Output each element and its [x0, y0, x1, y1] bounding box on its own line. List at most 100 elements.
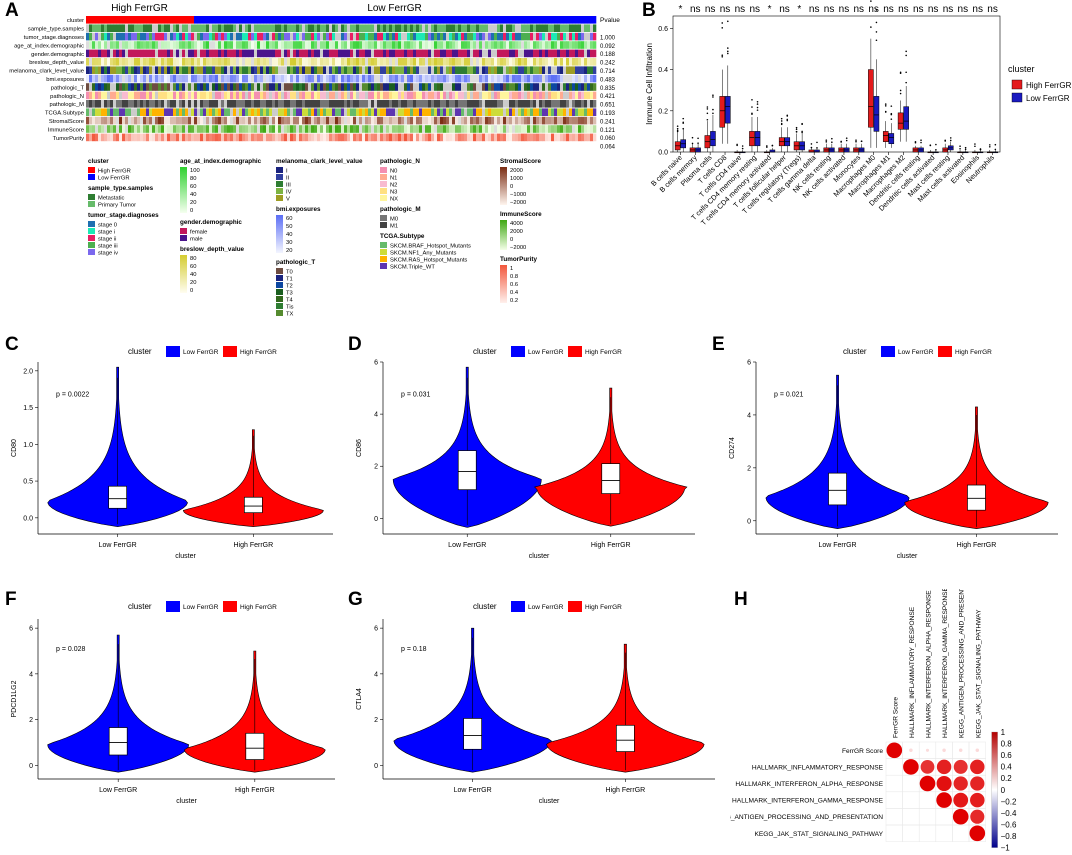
heatmap-cell — [116, 83, 120, 91]
heatmap-cell — [302, 41, 306, 49]
heatmap-cell — [155, 49, 159, 58]
heatmap-cell — [179, 74, 183, 83]
legend-tick: 1000 — [510, 176, 523, 182]
heatmap-cell — [272, 41, 276, 49]
heatmap-cell — [494, 91, 498, 100]
box-outlier — [875, 39, 878, 42]
heatmap-cell — [446, 108, 450, 116]
row-label: gender.demographic — [31, 52, 84, 58]
heatmap-cell — [254, 49, 258, 58]
heatmap-cell — [281, 100, 285, 108]
heatmap-cell — [506, 125, 510, 133]
heatmap-cell — [284, 133, 288, 142]
heatmap-cell — [347, 24, 351, 32]
box-outlier — [890, 118, 893, 120]
legend-title: pathologic_N — [380, 158, 420, 165]
heatmap-cell — [305, 49, 309, 58]
heatmap-cell — [149, 74, 153, 83]
heatmap-cell — [548, 24, 552, 32]
heatmap-chart: High FerrGR Low FerrGRPvalueclustersample… — [9, 3, 620, 318]
heatmap-cell — [488, 74, 492, 83]
heatmap-cell — [155, 116, 159, 125]
heatmap-cell — [512, 41, 516, 49]
legend-swatch-low — [166, 346, 180, 357]
row-pvalue: 0.188 — [600, 52, 616, 58]
heatmap-cell — [467, 125, 471, 133]
heatmap-cell — [575, 24, 579, 32]
heatmap-cell — [425, 24, 429, 32]
heatmap-cell — [470, 116, 474, 125]
heatmap-cell — [551, 91, 555, 100]
heatmap-cell — [305, 125, 309, 133]
heatmap-cell — [356, 49, 360, 58]
heatmap-cell — [323, 16, 327, 24]
heatmap-cell — [326, 24, 330, 32]
heatmap-cell — [491, 83, 495, 91]
heatmap-cell — [134, 133, 138, 142]
heatmap-cell — [545, 133, 549, 142]
heatmap-cell — [164, 83, 168, 91]
heatmap-cell — [92, 24, 96, 32]
heatmap-cell — [356, 108, 360, 116]
heatmap-cell — [272, 16, 276, 24]
heatmap-cell — [149, 108, 153, 116]
heatmap-cell — [380, 74, 384, 83]
heatmap-cell — [221, 66, 225, 74]
legend-tick: 50 — [286, 224, 292, 230]
heatmap-cell — [134, 32, 138, 41]
heatmap-cell — [554, 24, 558, 32]
heatmap-cell — [251, 83, 255, 91]
heatmap-cell — [425, 83, 429, 91]
heatmap-cell — [497, 108, 501, 116]
heatmap-cell — [149, 16, 153, 24]
heatmap-cell — [143, 58, 147, 66]
heatmap-cell — [470, 16, 474, 24]
heatmap-cell — [503, 41, 507, 49]
heatmap-cell — [155, 16, 159, 24]
heatmap-cell — [593, 125, 597, 133]
heatmap-cell — [515, 66, 519, 74]
box-outlier — [890, 113, 893, 116]
row-label: HALLMARK_INFLAMMATORY_RESPONSE — [752, 764, 884, 771]
heatmap-cell — [194, 108, 198, 116]
heatmap-cell — [128, 100, 132, 108]
heatmap-cell — [578, 91, 582, 100]
heatmap-cell — [554, 83, 558, 91]
heatmap-cell — [275, 125, 279, 133]
heatmap-cell — [203, 125, 207, 133]
heatmap-cell — [335, 49, 339, 58]
heatmap-cell — [431, 91, 435, 100]
heatmap-cell — [515, 91, 519, 100]
heatmap-cell — [317, 58, 321, 66]
heatmap-cell — [143, 41, 147, 49]
heatmap-cell — [497, 116, 501, 125]
heatmap-cell — [233, 108, 237, 116]
heatmap-cell — [365, 41, 369, 49]
heatmap-cell — [164, 16, 168, 24]
heatmap-cell — [557, 91, 561, 100]
heatmap-cell — [260, 125, 264, 133]
heatmap-cell — [224, 74, 228, 83]
heatmap-cell — [446, 83, 450, 91]
legend-swatch — [276, 174, 283, 180]
heatmap-cell — [578, 66, 582, 74]
heatmap-cell — [377, 83, 381, 91]
heatmap-cell — [260, 133, 264, 142]
heatmap-cell — [200, 49, 204, 58]
heatmap-cell — [590, 24, 594, 32]
heatmap-cell — [527, 108, 531, 116]
heatmap-cell — [218, 133, 222, 142]
box-outlier — [801, 130, 803, 133]
heatmap-cell — [167, 83, 171, 91]
heatmap-cell — [101, 91, 105, 100]
heatmap-cell — [143, 125, 147, 133]
heatmap-cell — [236, 32, 240, 41]
heatmap-cell — [236, 49, 240, 58]
heatmap-cell — [239, 58, 243, 66]
legend-label: Low FerrGR — [183, 349, 219, 356]
corr-cell — [968, 824, 986, 842]
heatmap-cell — [470, 24, 474, 32]
heatmap-cell — [233, 66, 237, 74]
heatmap-cell — [350, 125, 354, 133]
